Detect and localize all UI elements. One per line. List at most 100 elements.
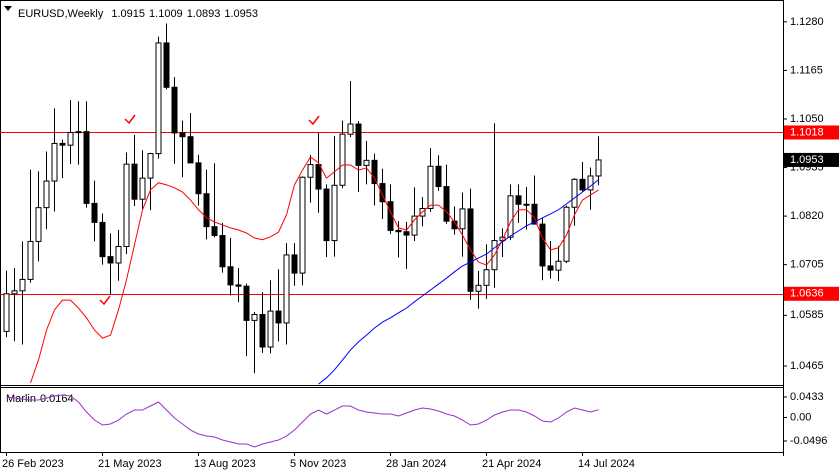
candle-body-up [411, 215, 418, 236]
candle-body-down [547, 265, 554, 271]
candle-body-down [179, 132, 186, 138]
y-tick-label: 1.0705 [790, 259, 824, 271]
candle-body-up [363, 159, 370, 166]
candle-body-down [395, 229, 402, 233]
candle-body-up [307, 164, 314, 178]
candle-body-up [51, 142, 58, 182]
candle-body-up [251, 313, 258, 321]
y-tick-label: 1.1165 [790, 64, 823, 76]
candle-body-up [475, 284, 482, 292]
candle-body-down [219, 235, 226, 268]
chart-title: EURUSD,Weekly [18, 8, 104, 20]
candle-body-down [315, 164, 322, 190]
chart-header: EURUSD,Weekly 1.0915 1.1009 1.0893 1.0953 [18, 8, 258, 20]
plot-layer: 1.12801.11651.10501.09351.08201.07051.05… [0, 16, 827, 470]
candle-body-down [131, 163, 138, 200]
y-tick-label: 1.0465 [790, 360, 824, 372]
candle-body-up [75, 131, 82, 134]
candle-body-down [187, 136, 194, 164]
candle-body-down [203, 193, 210, 228]
indicator-tick-label: -0.0496 [790, 435, 827, 447]
y-tick-label: 1.0820 [790, 210, 824, 222]
y-tick-label: 1.1280 [790, 16, 824, 28]
high-value: 1.1009 [149, 8, 183, 20]
candle-body-down [323, 188, 330, 242]
level-label-box [784, 125, 839, 140]
candle-body-up [155, 42, 162, 155]
low-value: 1.0893 [187, 8, 221, 20]
candle-body-down [443, 186, 450, 222]
candle-body-down [163, 42, 170, 88]
check-mark [99, 295, 111, 306]
candle-body-up [571, 178, 578, 208]
level-label: 1.0636 [790, 288, 824, 300]
candle-body-up [427, 165, 434, 209]
indicator-value: 0.0164 [40, 393, 74, 405]
candle-body-down [99, 221, 106, 258]
candle-body-up [339, 133, 346, 186]
indicator-line [6, 394, 599, 448]
candle-body-down [195, 162, 202, 195]
candle-body-up [139, 177, 146, 200]
candle-body-down [579, 178, 586, 191]
x-tick-label: 13 Aug 2023 [194, 458, 256, 470]
candle-body-up [347, 123, 354, 135]
candle-body-down [91, 202, 98, 223]
candle-body-up [147, 153, 154, 179]
candle-body-up [123, 163, 130, 247]
moving-average [318, 179, 599, 385]
candle-body-down [227, 266, 234, 286]
annotations [99, 114, 320, 306]
candle-body-down [243, 285, 250, 321]
candle-body-down [531, 203, 538, 225]
candle-body-up [555, 260, 562, 271]
candle-body-up [331, 184, 338, 242]
candle-body-up [483, 269, 490, 286]
candle-body-up [67, 131, 74, 146]
x-tick-label: 21 May 2023 [98, 458, 162, 470]
y-tick-label: 1.1050 [790, 113, 824, 125]
candle-body-down [291, 254, 298, 274]
x-tick-label: 26 Feb 2023 [2, 458, 64, 470]
candle-body-up [459, 208, 466, 230]
candle-body-down [275, 310, 282, 324]
candle-body-down [259, 313, 266, 348]
indicator-label: Marlin 0.0164 [6, 393, 74, 405]
candle-body-up [283, 254, 290, 324]
candle-body-up [27, 240, 34, 280]
level-label-box [784, 286, 839, 301]
open-value: 1.0915 [111, 8, 145, 20]
moving-average [30, 156, 599, 384]
candle-body-down [403, 231, 410, 236]
menu-triangle [4, 6, 12, 11]
level-label: 1.1018 [790, 126, 824, 138]
indicator-tick-label: 0.0433 [790, 391, 824, 403]
y-tick-label: 1.0585 [790, 309, 824, 321]
candle-body-down [235, 284, 242, 287]
candle-body-down [211, 226, 218, 237]
x-tick-label: 21 Apr 2024 [482, 458, 541, 470]
price-label: 1.0953 [790, 154, 824, 166]
check-mark [124, 114, 136, 125]
candle-body-down [107, 256, 114, 264]
candle-body-up [43, 180, 50, 209]
candle-body-down [539, 223, 546, 267]
candle-body-down [435, 165, 442, 188]
candle-body-down [379, 183, 386, 203]
candle-body-up [19, 278, 26, 292]
candle-body-down [451, 220, 458, 230]
indicator-tick-label: 0.00 [790, 411, 811, 423]
candle-body-up [595, 159, 602, 177]
candle-body-up [523, 203, 530, 206]
x-tick-label: 14 Jul 2024 [578, 458, 635, 470]
candle-body-down [59, 142, 66, 146]
x-tick-label: 28 Jan 2024 [386, 458, 447, 470]
x-tick-label: 5 Nov 2023 [290, 458, 346, 470]
candle-body-up [3, 293, 10, 332]
candle-body-down [371, 159, 378, 185]
candle-body-up [11, 290, 18, 295]
candle-body-down [171, 86, 178, 134]
